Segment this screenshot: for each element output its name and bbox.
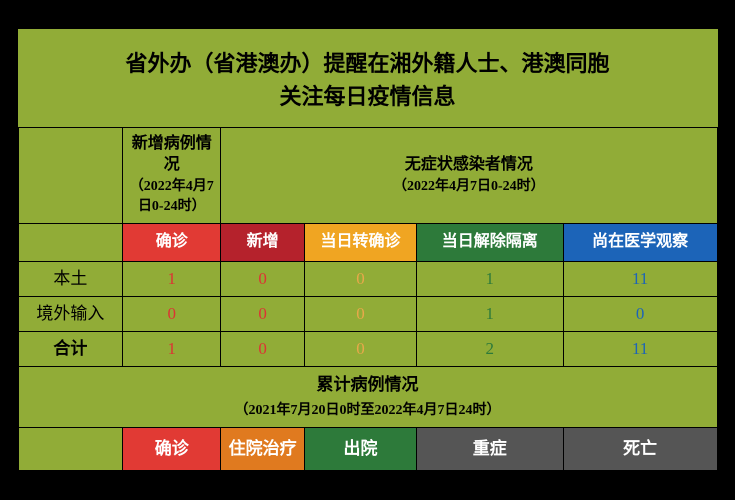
data-cell: 1 — [416, 262, 563, 297]
data-cell: 0 — [221, 332, 305, 367]
data-cell: 0 — [305, 297, 417, 332]
cumulative-col: 重症 — [416, 427, 563, 470]
data-cell: 1 — [123, 262, 221, 297]
table-row: 本土100111 — [18, 262, 717, 297]
cumulative-col: 确诊 — [123, 427, 221, 470]
row-label: 境外输入 — [18, 297, 123, 332]
info-panel: 省外办（省港澳办）提醒在湘外籍人士、港澳同胞 关注每日疫情信息 新增病例情况 （… — [18, 29, 718, 471]
cumulative-columns-row: 确诊住院治疗出院重症死亡 — [18, 427, 717, 470]
group-header-row: 新增病例情况 （2022年4月7日0-24时） 无症状感染者情况 （2022年4… — [18, 128, 717, 224]
col-confirmed: 确诊 — [123, 224, 221, 262]
row-label: 合计 — [18, 332, 123, 367]
data-cell: 1 — [416, 297, 563, 332]
blank-cumulative-rowlabel — [18, 427, 123, 470]
col-observation: 尚在医学观察 — [563, 224, 717, 262]
col-released: 当日解除隔离 — [416, 224, 563, 262]
data-cell: 1 — [123, 332, 221, 367]
data-table: 新增病例情况 （2022年4月7日0-24时） 无症状感染者情况 （2022年4… — [18, 127, 718, 471]
new-cases-group-header: 新增病例情况 （2022年4月7日0-24时） — [123, 128, 221, 224]
table-row: 合计100211 — [18, 332, 717, 367]
data-cell: 0 — [123, 297, 221, 332]
data-cell: 0 — [305, 262, 417, 297]
asymptomatic-group-header: 无症状感染者情况 （2022年4月7日0-24时） — [221, 128, 717, 224]
cumulative-col: 死亡 — [563, 427, 717, 470]
cumulative-header: 累计病例情况 （2021年7月20日0时至2022年4月7日24时） — [18, 367, 717, 428]
data-cell: 11 — [563, 332, 717, 367]
col-new: 新增 — [221, 224, 305, 262]
data-cell: 0 — [221, 262, 305, 297]
title-line-2: 关注每日疫情信息 — [279, 84, 455, 109]
blank-corner — [18, 128, 123, 224]
data-cell: 0 — [305, 332, 417, 367]
column-header-row: 确诊 新增 当日转确诊 当日解除隔离 尚在医学观察 — [18, 224, 717, 262]
row-label: 本土 — [18, 262, 123, 297]
col-to-confirmed: 当日转确诊 — [305, 224, 417, 262]
data-cell: 2 — [416, 332, 563, 367]
cumulative-header-row: 累计病例情况 （2021年7月20日0时至2022年4月7日24时） — [18, 367, 717, 428]
blank-rowlabel-header — [18, 224, 123, 262]
data-cell: 11 — [563, 262, 717, 297]
cumulative-col: 住院治疗 — [221, 427, 305, 470]
data-cell: 0 — [563, 297, 717, 332]
cumulative-col: 出院 — [305, 427, 417, 470]
title-line-1: 省外办（省港澳办）提醒在湘外籍人士、港澳同胞 — [125, 51, 609, 76]
panel-title: 省外办（省港澳办）提醒在湘外籍人士、港澳同胞 关注每日疫情信息 — [18, 29, 718, 127]
table-row: 境外输入00010 — [18, 297, 717, 332]
data-cell: 0 — [221, 297, 305, 332]
